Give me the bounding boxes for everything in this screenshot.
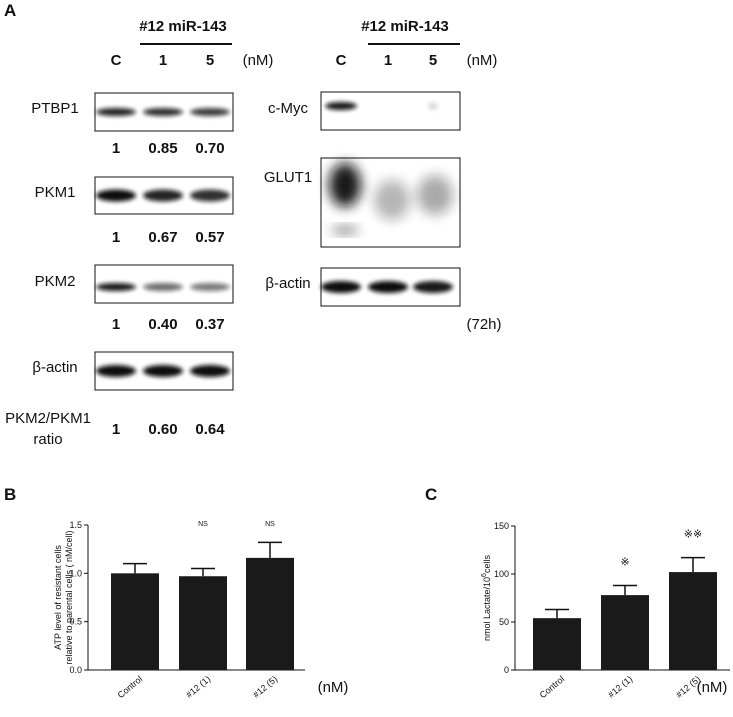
y-tick-label: 0.5 — [69, 617, 82, 627]
significance: ※ — [620, 557, 629, 569]
significance: ※※ — [684, 529, 702, 541]
bar — [533, 618, 581, 670]
ratio-label: ratio — [33, 431, 62, 448]
x-tick-label: Control — [116, 674, 145, 700]
blot-smear — [329, 163, 361, 207]
blot-band — [428, 102, 438, 110]
ratio-quant: 0.64 — [195, 421, 225, 438]
x-tick-label: Control — [538, 674, 567, 700]
blot-frame — [320, 91, 461, 131]
panel-label: B — [4, 485, 16, 504]
y-tick-label: 0.0 — [69, 665, 82, 675]
treatment-label: #12 miR-143 — [139, 18, 227, 35]
y-tick-label: 0 — [504, 665, 509, 675]
blot-band — [190, 108, 230, 116]
bar — [669, 572, 717, 670]
y-tick-label: 1.0 — [69, 568, 82, 578]
panel-label: C — [425, 485, 437, 504]
x-tick-label: #12 (1) — [606, 674, 634, 700]
y-tick-label: 150 — [494, 521, 509, 531]
lane-label: C — [336, 52, 347, 69]
blot-band — [143, 189, 183, 202]
lane-label: 1 — [159, 52, 167, 69]
unit-label: (nM) — [243, 52, 274, 69]
time-label: (72h) — [466, 316, 501, 333]
band-quant: 0.70 — [195, 140, 224, 157]
blot-band — [143, 283, 183, 291]
significance: NS — [265, 521, 275, 528]
blot-band — [413, 281, 453, 293]
y-tick-label: 1.5 — [69, 520, 82, 530]
y-axis-label: nmol Lactate/106cells — [481, 555, 492, 641]
lane-label: 5 — [429, 52, 437, 69]
blot-smear — [417, 175, 453, 215]
lane-label: 5 — [206, 52, 214, 69]
blot-name: PKM1 — [35, 184, 76, 201]
bar — [601, 595, 649, 670]
blot-name: PKM2 — [35, 273, 76, 290]
y-axis-label: ATP level of resistant cellsrelative to … — [53, 530, 74, 664]
bar — [246, 557, 294, 670]
blot-band — [96, 189, 136, 202]
y-axis-label-line: relative to parental cells ( nM/cell) — [64, 530, 74, 664]
y-axis-label-part: cells — [482, 555, 492, 574]
lane-label: 1 — [384, 52, 392, 69]
lane-label: C — [111, 52, 122, 69]
y-axis-label-sup: 6 — [481, 573, 488, 577]
panel-label: A — [4, 1, 16, 20]
treatment-label: #12 miR-143 — [361, 18, 449, 35]
ratio-label: PKM2/PKM1 — [5, 410, 91, 427]
blot-name: GLUT1 — [264, 169, 312, 186]
blot-name: β-actin — [32, 359, 77, 376]
blot-band — [325, 102, 357, 110]
band-quant: 1 — [112, 316, 120, 333]
y-tick-label: 50 — [499, 617, 509, 627]
blot-band — [190, 283, 230, 291]
blot-smear — [331, 226, 359, 234]
blot-band — [96, 365, 136, 377]
band-quant: 0.57 — [195, 229, 224, 246]
band-quant: 0.85 — [148, 140, 177, 157]
band-quant: 0.40 — [148, 316, 177, 333]
y-tick-label: 100 — [494, 569, 509, 579]
bar — [179, 576, 227, 670]
ratio-quant: 0.60 — [148, 421, 177, 438]
blot-band — [321, 281, 361, 293]
blot-band — [96, 283, 136, 291]
blot-smear — [374, 180, 410, 220]
blot-band — [190, 365, 230, 377]
band-quant: 0.37 — [195, 316, 224, 333]
blot-band — [143, 365, 183, 377]
blot-name: c-Myc — [268, 100, 308, 117]
blot-band — [96, 108, 136, 116]
unit-label: (nM) — [467, 52, 498, 69]
band-quant: 0.67 — [148, 229, 177, 246]
blot-name: β-actin — [265, 275, 310, 292]
unit-label: (nM) — [318, 679, 349, 696]
blot-name: PTBP1 — [31, 100, 79, 117]
unit-label: (nM) — [697, 679, 728, 696]
blot-band — [143, 108, 183, 116]
x-tick-label: #12 (5) — [251, 674, 279, 700]
y-axis-label-part: nmol Lactate/10 — [482, 577, 492, 641]
bar — [111, 573, 159, 670]
band-quant: 1 — [112, 229, 120, 246]
blot-band — [190, 189, 230, 202]
significance: NS — [198, 521, 208, 528]
band-quant: 1 — [112, 140, 120, 157]
y-axis-label-line: ATP level of resistant cells — [53, 545, 63, 650]
x-tick-label: #12 (1) — [184, 674, 212, 700]
blot-band — [368, 281, 408, 293]
ratio-quant: 1 — [112, 421, 120, 438]
